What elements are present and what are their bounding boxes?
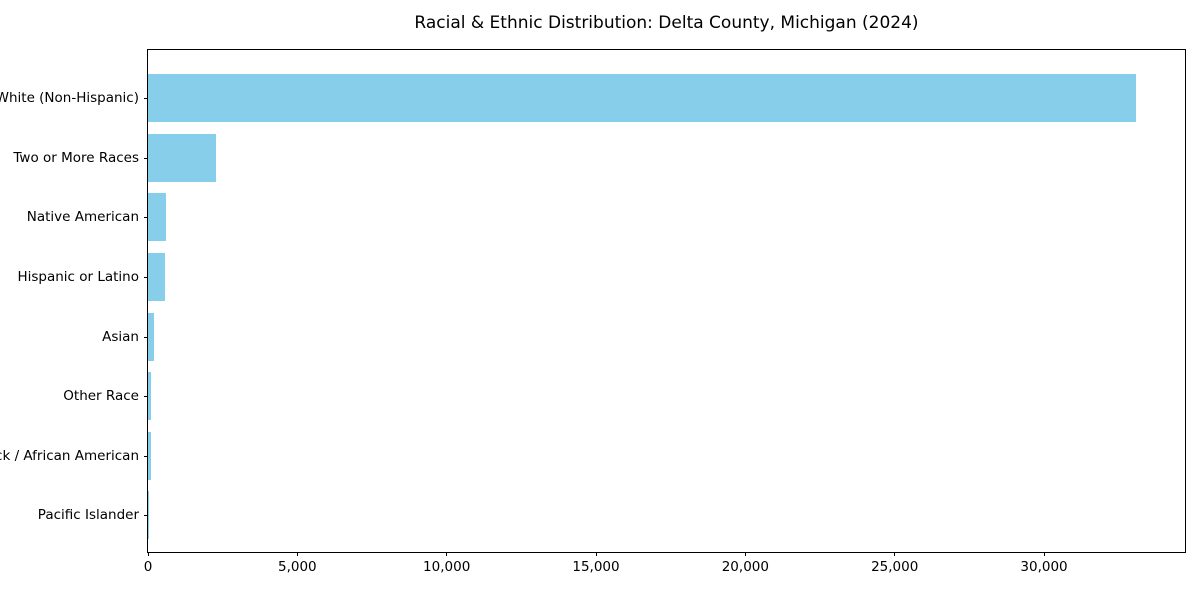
bar-asian [148, 312, 154, 361]
bar-white-non-hispanic [148, 74, 1137, 123]
y-tick-mark [144, 336, 148, 338]
y-axis-label-two-or-more-races: Two or More Races [13, 149, 139, 166]
x-tick-mark [296, 552, 298, 556]
x-axis-label-25-000: 25,000 [871, 559, 919, 575]
y-tick-mark [144, 157, 148, 159]
chart-title: Racial & Ethnic Distribution: Delta Coun… [414, 13, 919, 33]
x-axis-label-5-000: 5,000 [278, 559, 317, 575]
x-tick-mark [744, 552, 746, 556]
x-tick-mark [147, 552, 149, 556]
y-axis-label-white-non-hispanic: White (Non-Hispanic) [0, 90, 139, 107]
x-axis-label-0: 0 [143, 559, 153, 575]
y-tick-mark [144, 217, 148, 219]
bar-other-race [148, 372, 152, 421]
x-axis-label-10-000: 10,000 [423, 559, 471, 575]
x-tick-mark [446, 552, 448, 556]
bar-native-american [148, 193, 166, 242]
bar-two-or-more-races [148, 133, 217, 182]
bar-hispanic-or-latino [148, 253, 166, 302]
x-tick-mark [1043, 552, 1045, 556]
x-axis-label-20-000: 20,000 [721, 559, 769, 575]
y-tick-mark [144, 515, 148, 517]
y-tick-mark [144, 277, 148, 279]
y-axis-label-other-race: Other Race [63, 388, 139, 405]
x-axis-label-30-000: 30,000 [1020, 559, 1068, 575]
y-tick-mark [144, 455, 148, 457]
y-axis-label-black-african-american: Black / African American [0, 447, 139, 464]
x-tick-mark [595, 552, 597, 556]
plot-area: White (Non-Hispanic) Two or More Races Nat… [0, 49, 1186, 575]
y-axis-label-pacific-islander: Pacific Islander [37, 507, 139, 524]
x-tick-mark [894, 552, 896, 556]
y-tick-mark [144, 396, 148, 398]
y-axis-label-asian: Asian [102, 328, 139, 345]
bar-black-african-american [148, 431, 151, 480]
y-axis-label-hispanic-or-latino: Hispanic or Latino [17, 269, 139, 286]
x-axis-label-15-000: 15,000 [572, 559, 620, 575]
y-tick-mark [144, 98, 148, 100]
y-axis-label-native-american: Native American [26, 209, 139, 226]
